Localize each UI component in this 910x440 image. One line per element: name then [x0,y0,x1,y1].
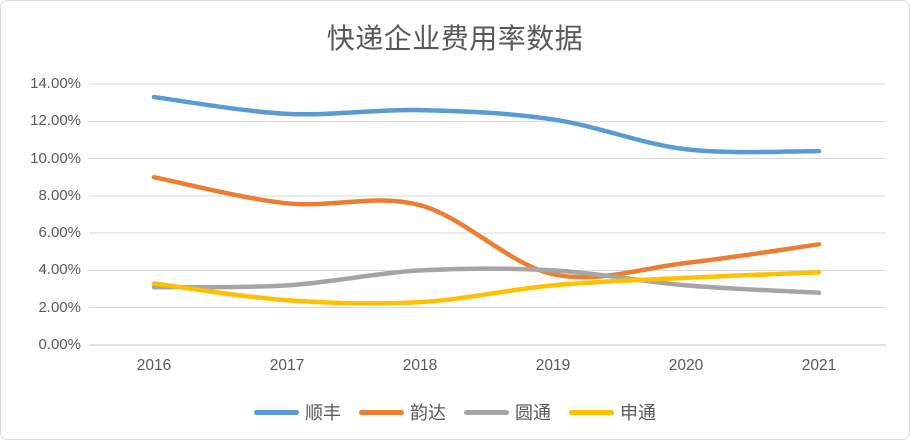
series-line-顺丰 [151,94,822,155]
x-axis-tick-label: 2016 [136,357,172,374]
y-axis-tick-label: 12.00% [30,112,81,130]
x-axis-tick-label: 2021 [801,357,837,374]
y-axis-tick-label: 2.00% [38,298,81,316]
legend-label: 圆通 [515,403,551,423]
legend-item-申通: 申通 [569,399,656,425]
x-axis-tick-label: 2020 [668,357,704,374]
legend-item-韵达: 韵达 [359,399,446,425]
y-axis-tick-label: 10.00% [30,149,81,167]
legend-item-圆通: 圆通 [464,399,551,425]
legend: 顺丰 韵达 圆通 申通 [1,399,909,425]
legend-label: 申通 [620,403,656,423]
x-axis-tick-label: 2018 [402,357,438,374]
y-axis-tick-label: 14.00% [30,75,81,92]
series-line-圆通 [151,266,822,296]
y-axis-tick-label: 4.00% [38,261,81,279]
y-axis-tick-label: 0.00% [38,336,81,353]
y-axis-tick-label: 6.00% [38,224,81,242]
chart-title: 快递企业费用率数据 [326,23,584,54]
series-line-申通 [151,270,822,306]
legend-label: 韵达 [410,403,446,423]
legend-label: 顺丰 [305,403,341,423]
legend-marker-icon [359,409,404,415]
legend-marker-icon [569,409,614,415]
series-line-韵达 [151,174,822,280]
legend-item-顺丰: 顺丰 [254,399,341,425]
x-axis-tick-label: 2019 [535,357,571,374]
y-axis-tick-label: 8.00% [38,186,81,204]
x-axis-tick-label: 2017 [269,357,305,374]
legend-marker-icon [254,409,299,415]
legend-marker-icon [464,409,509,415]
